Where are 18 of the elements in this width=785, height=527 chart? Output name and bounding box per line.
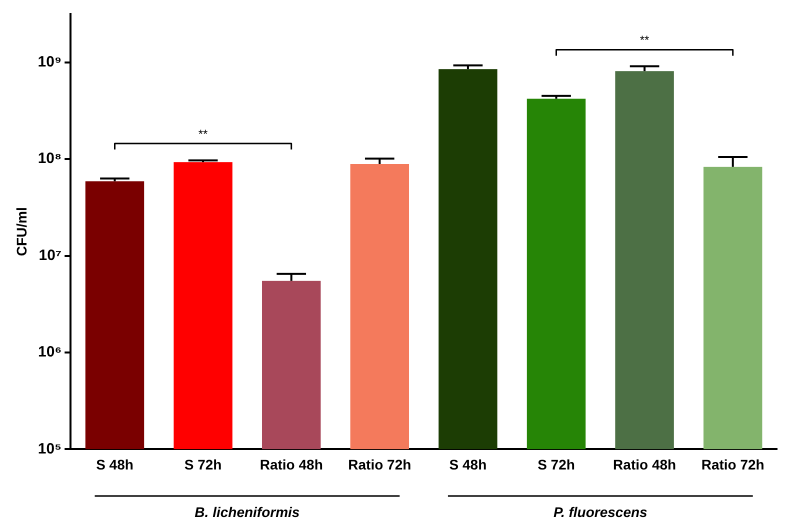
x-tick-label: Ratio 72h xyxy=(348,456,412,472)
text: B. licheniformis xyxy=(194,504,300,520)
x-tick-label: S 72h xyxy=(184,456,222,472)
x-tick-label: Ratio 48h xyxy=(260,456,323,472)
x-tick-label: Ratio 72h xyxy=(701,456,764,472)
x-tick-label: S 48h xyxy=(96,456,134,472)
y-tick-label: 10⁶ xyxy=(38,344,62,361)
x-tick-label: S 72h xyxy=(538,456,575,472)
x-tick-label: S 48h xyxy=(449,456,487,472)
y-tick-label: 10⁹ xyxy=(38,53,62,70)
annotation: ** xyxy=(640,33,650,48)
text: P. fluorescens xyxy=(553,504,648,520)
annotation: ** xyxy=(198,126,208,141)
y-tick-label: 10⁸ xyxy=(38,150,62,168)
x-tick-label: Ratio 48h xyxy=(613,456,676,472)
y-tick-label: 10⁷ xyxy=(38,246,62,264)
y-tick-label: 10⁵ xyxy=(38,440,62,458)
y-axis-title: CFU/ml xyxy=(13,207,30,256)
